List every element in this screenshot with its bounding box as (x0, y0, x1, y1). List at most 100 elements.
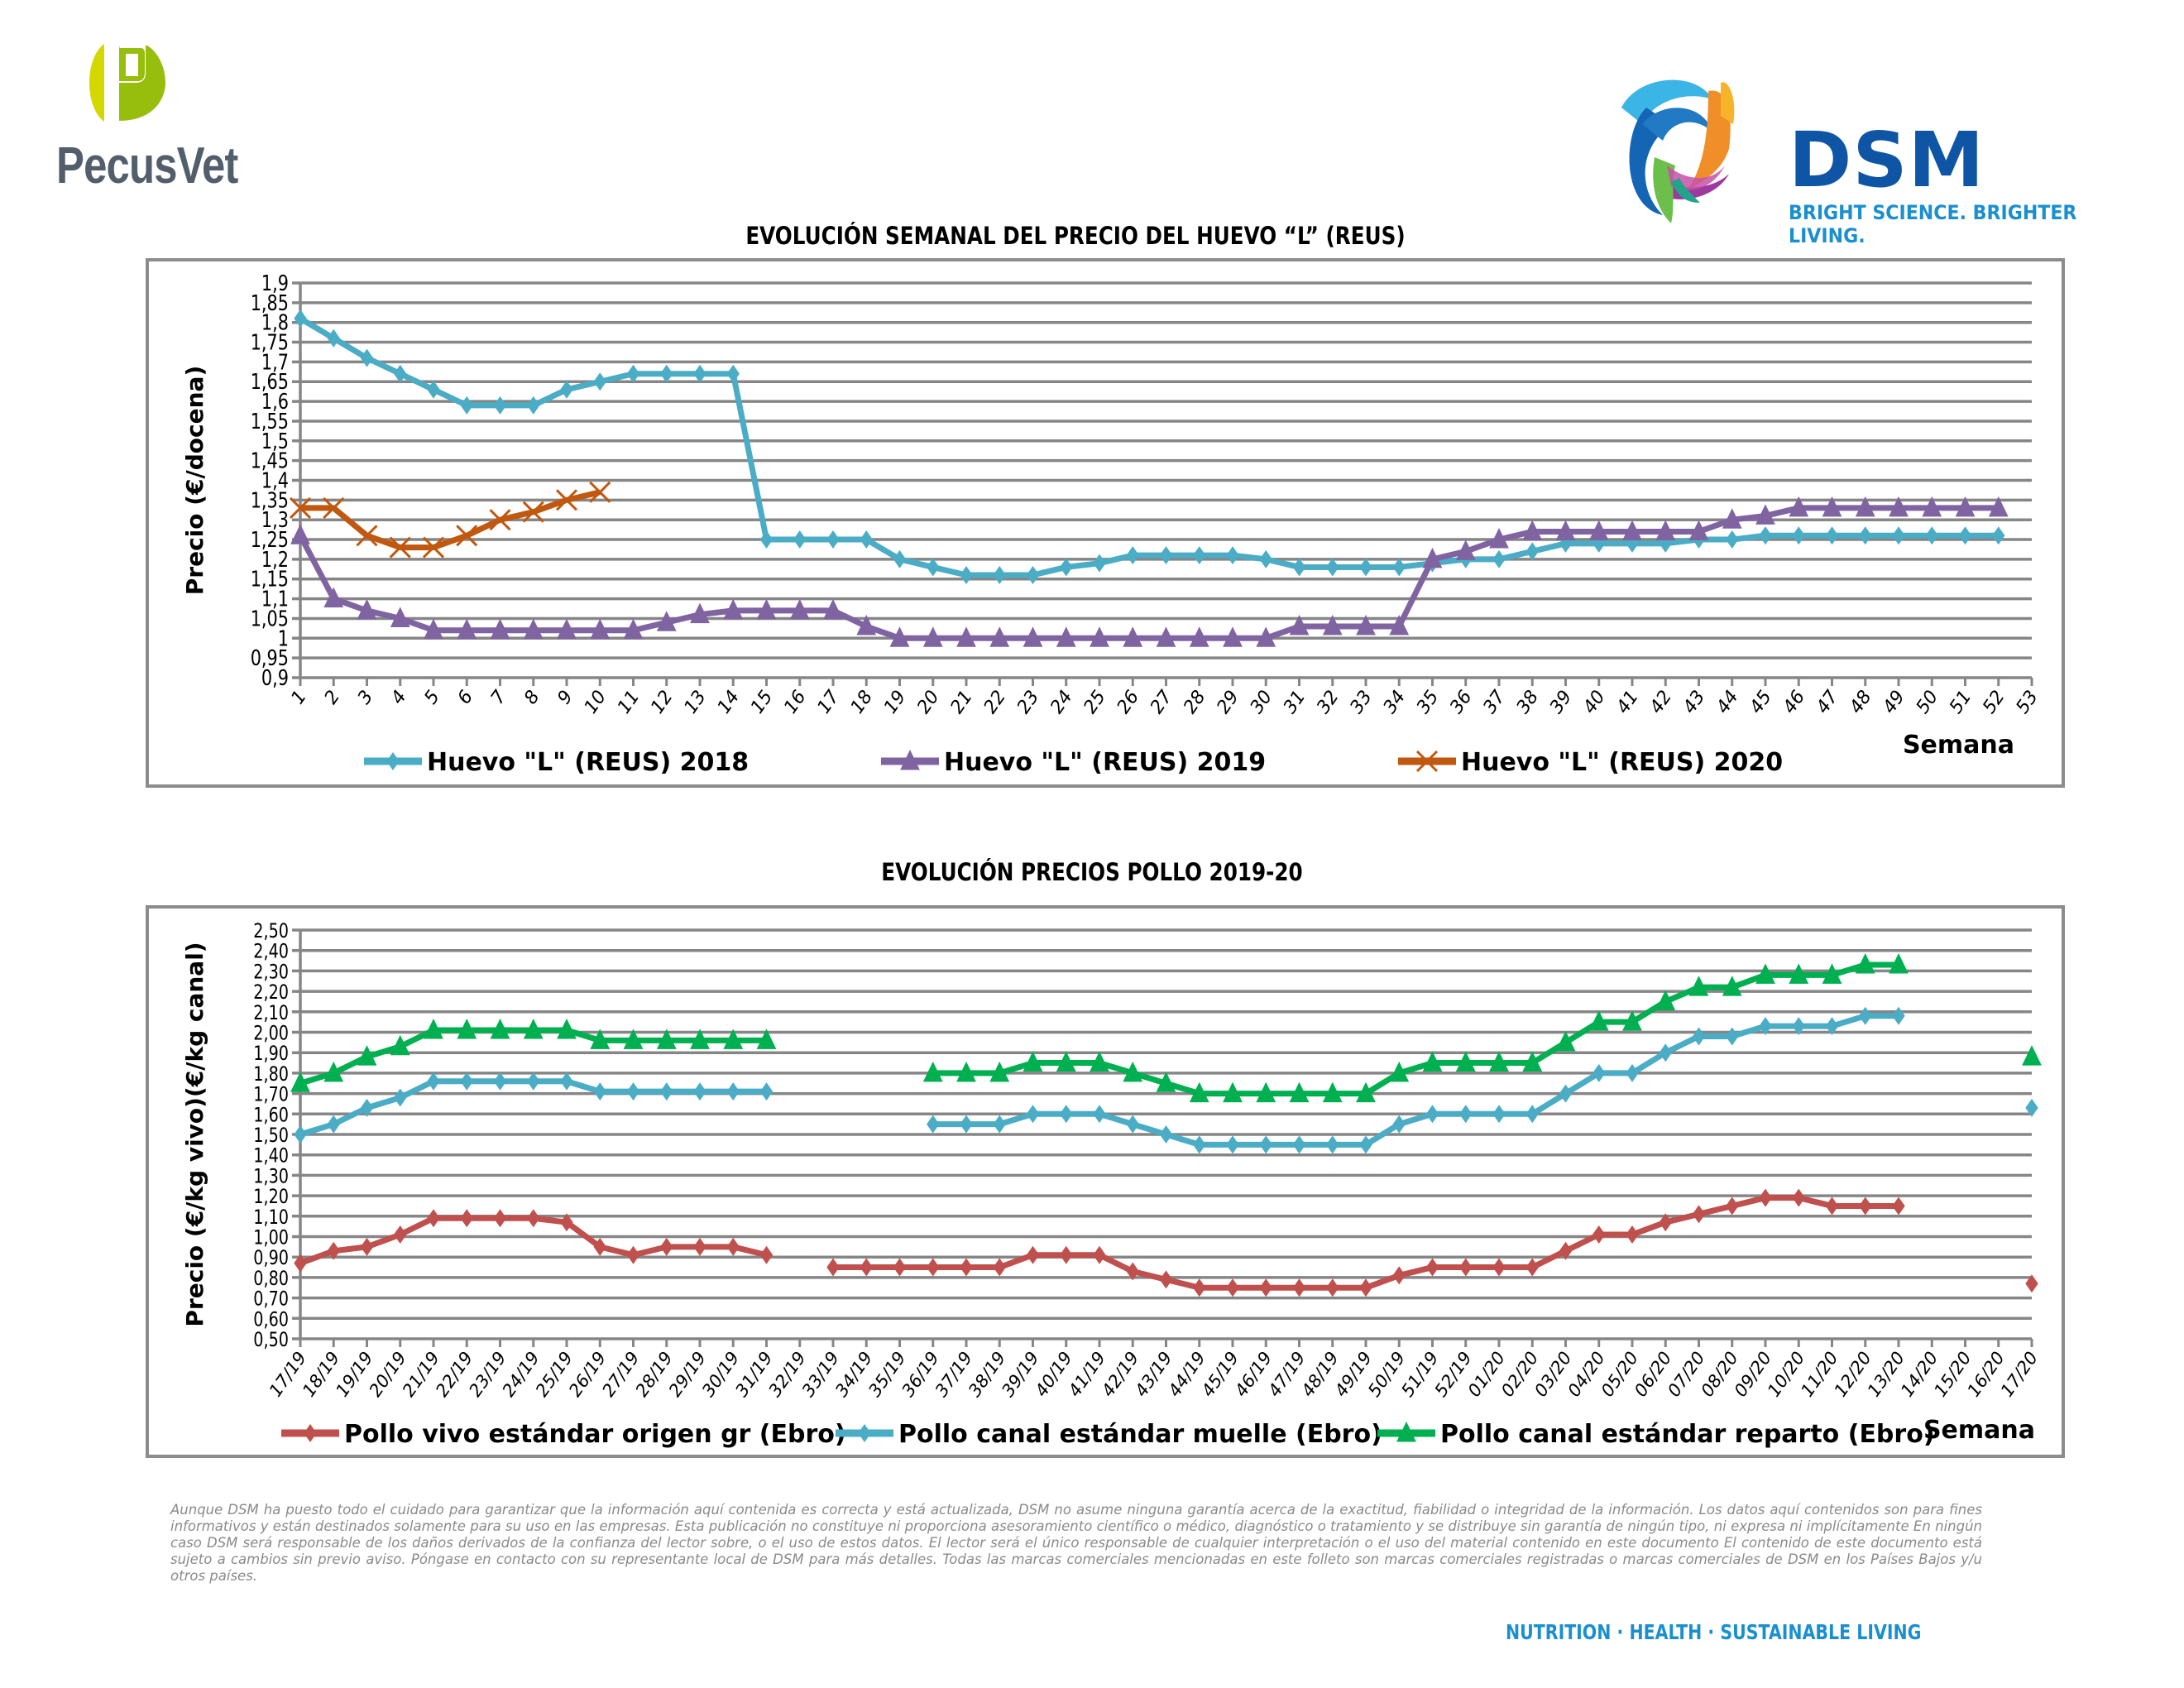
data-point-3 (1622, 1010, 1642, 1031)
data-point-1 (493, 1209, 507, 1228)
x-axis-title: Semana (1903, 731, 2014, 760)
data-point-1 (560, 1213, 573, 1232)
y-tick-label: 1,4 (261, 468, 289, 493)
data-point-3 (424, 1019, 443, 1039)
data-point-3 (989, 1061, 1010, 1082)
data-point-2 (1056, 626, 1076, 647)
x-tick-label: 14 (714, 687, 745, 717)
x-tick-label: 35 (1413, 687, 1444, 717)
data-point-2 (1322, 614, 1343, 635)
data-point-1 (1193, 1278, 1206, 1297)
data-point-3 (357, 1045, 377, 1066)
y-tick-label: 1,20 (253, 1186, 289, 1209)
x-tick-label: 12 (647, 687, 678, 717)
data-point-2 (1359, 1135, 1372, 1154)
data-point-2 (989, 626, 1010, 647)
data-point-1 (327, 1241, 340, 1260)
y-tick-label: 0,9 (261, 665, 289, 691)
data-point-1 (394, 364, 407, 383)
x-tick-label: 24 (1046, 687, 1077, 717)
data-point-2 (394, 1088, 407, 1107)
y-tick-label: 1,65 (251, 369, 289, 395)
data-point-1 (960, 1258, 973, 1277)
data-point-1 (1492, 549, 1506, 568)
x-tick-label: 45 (1746, 687, 1776, 717)
dsm-wordmark: DSM (1789, 116, 1985, 204)
y-tick-label: 1,25 (251, 527, 289, 553)
x-tick-label: 5 (420, 687, 444, 708)
data-point-2 (1289, 614, 1310, 635)
data-point-3 (1822, 963, 1842, 984)
data-point-2 (357, 598, 377, 620)
legend-marker-icon-3 (1415, 750, 1439, 773)
data-point-1 (1159, 546, 1173, 565)
legend-marker-icon-3 (1396, 1422, 1416, 1442)
legend-label-1: Pollo vivo estándar origen gr (Ebro) (344, 1420, 846, 1449)
data-point-1 (1259, 549, 1272, 568)
data-point-2 (1592, 1063, 1606, 1082)
data-point-2 (656, 611, 677, 631)
y-tick-label: 0,60 (253, 1308, 289, 1331)
y-tick-label: 1,2 (261, 547, 289, 573)
y-tick-label: 1,50 (253, 1125, 289, 1148)
data-point-3 (289, 496, 312, 519)
x-tick-label: 19 (880, 687, 911, 717)
data-point-3 (422, 536, 445, 559)
legend-label-3: Huevo "L" (REUS) 2020 (1461, 748, 1783, 777)
data-point-1 (1825, 1196, 1839, 1216)
data-point-2 (1522, 520, 1543, 541)
data-point-2 (1259, 1135, 1272, 1154)
data-point-2 (360, 1098, 374, 1117)
x-tick-label: 11 (614, 687, 644, 717)
data-point-1 (1792, 1188, 1805, 1207)
data-point-1 (1692, 1205, 1706, 1224)
data-point-1 (1726, 530, 1739, 549)
data-point-1 (460, 1209, 473, 1228)
y-tick-label: 1,5 (261, 429, 289, 454)
x-tick-label: 26 (1114, 687, 1144, 717)
data-point-3 (457, 1019, 477, 1039)
y-tick-label: 0,50 (253, 1329, 289, 1352)
y-tick-label: 0,70 (253, 1288, 289, 1312)
data-point-2 (2025, 1098, 2038, 1117)
data-point-2 (1459, 1105, 1473, 1124)
data-point-2 (756, 598, 777, 620)
x-tick-label: 23 (1013, 687, 1044, 717)
data-point-3 (723, 1029, 744, 1049)
data-point-1 (360, 348, 374, 367)
series-line-1 (299, 315, 1999, 578)
x-tick-label: 4 (387, 687, 411, 708)
data-point-3 (1056, 1051, 1076, 1072)
data-point-3 (490, 1019, 510, 1039)
data-point-1 (1259, 1278, 1272, 1297)
data-point-2 (560, 1072, 573, 1091)
data-point-3 (1189, 1081, 1209, 1103)
data-point-1 (826, 530, 840, 549)
data-point-1 (394, 1225, 407, 1244)
pecusvet-wordmark: PecusVet (56, 137, 238, 194)
y-tick-label: 1,80 (253, 1063, 289, 1086)
data-point-3 (1023, 1051, 1043, 1072)
data-point-2 (1193, 1135, 1206, 1154)
legend-label-2: Pollo canal estándar muelle (Ebro) (898, 1420, 1382, 1449)
chart-pollo-frame (146, 905, 2065, 1458)
data-point-2 (593, 1082, 606, 1101)
data-point-3 (356, 525, 378, 547)
data-point-1 (1559, 1241, 1573, 1260)
x-tick-label: 41 (1612, 687, 1643, 717)
data-point-1 (759, 530, 774, 549)
data-point-3 (323, 1061, 344, 1082)
data-point-2 (956, 626, 976, 647)
data-point-2 (1988, 496, 2009, 517)
y-tick-label: 2,20 (253, 981, 289, 1005)
data-point-1 (1792, 526, 1805, 545)
data-point-2 (1123, 626, 1143, 647)
data-point-1 (427, 380, 440, 399)
chart-huevo-frame (146, 258, 2065, 788)
data-point-1 (327, 328, 340, 348)
data-point-1 (1060, 1245, 1073, 1264)
series-line-2 (297, 505, 1999, 641)
data-point-3 (1156, 1072, 1176, 1092)
data-point-2 (523, 618, 544, 640)
footer-tagline: NUTRITION · HEALTH · SUSTAINABLE LIVING (1506, 1620, 1922, 1644)
